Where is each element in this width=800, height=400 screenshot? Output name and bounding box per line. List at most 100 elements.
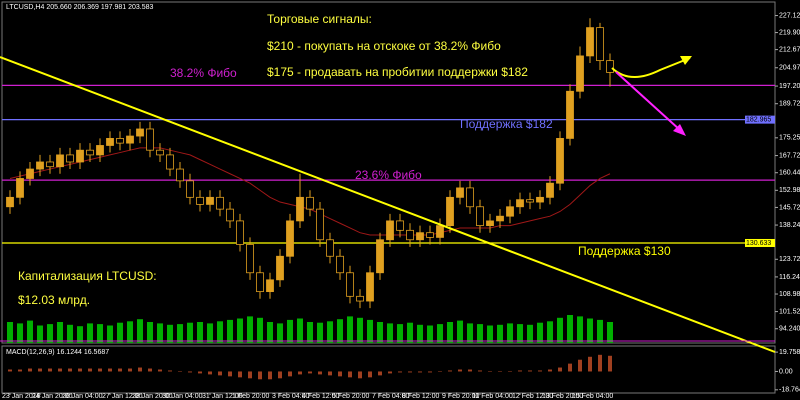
level-name: 38.2% Фибо [170, 66, 237, 80]
y-tick-label: 167.72 [779, 152, 800, 159]
volume-bar [487, 325, 493, 343]
volume-bar [137, 319, 143, 343]
macd-bar [598, 354, 602, 372]
candle-body [606, 60, 614, 73]
level-name: 23.6% Фибо [355, 168, 422, 182]
macd-bar [68, 368, 72, 372]
macd-bar [578, 359, 582, 372]
macd-bar [358, 371, 362, 379]
volume-bar [517, 324, 523, 343]
candle-body [406, 229, 414, 241]
macd-bar [608, 355, 612, 372]
candle-body [586, 27, 594, 57]
macd-bar [468, 369, 472, 372]
volume-bar [97, 324, 103, 343]
x-tick-label: 7 Feb 04:00 [372, 393, 409, 400]
volume-bar [227, 319, 233, 343]
x-tick-label: 11 Feb 04:00 [472, 393, 513, 400]
level-name: Поддержка $130 [578, 244, 671, 258]
volume-bar [27, 320, 33, 343]
annotation: Капитализация LTCUSD: [18, 269, 157, 283]
volume-bar [107, 325, 113, 343]
macd-frame [1, 345, 776, 394]
macd-bar [198, 371, 202, 374]
candle-body [26, 168, 34, 179]
candle-body [76, 149, 84, 163]
y-tick-label: 108.98 [779, 291, 800, 298]
x-tick-label: 15 Feb 04:00 [572, 393, 613, 400]
macd-bar [308, 371, 312, 374]
macd-bar [408, 371, 412, 373]
x-tick-label: 31 Jan 12:00 [202, 393, 243, 400]
candle-body [416, 232, 424, 241]
candle-body [96, 145, 104, 156]
candle-body [346, 272, 354, 297]
macd-bar [538, 370, 542, 372]
candle-body [6, 196, 14, 208]
candle-body [86, 149, 94, 156]
annotation: $12.03 млрд. [18, 293, 90, 307]
macd-bar [478, 370, 482, 372]
volume-bar [317, 322, 323, 343]
x-tick-label: 13 Feb 20:00 [542, 393, 583, 400]
volume-bar [127, 321, 133, 343]
macd-bar [588, 356, 592, 372]
volume-bar [447, 322, 453, 343]
volume-bar [197, 322, 203, 343]
candle-body [326, 239, 334, 257]
level-tag [745, 115, 775, 124]
candle-body [246, 244, 254, 274]
level-name: Поддержка $182 [460, 117, 553, 131]
macd-tick-label: 19.7589 [779, 349, 800, 356]
y-tick-label: 94.240 [779, 326, 800, 333]
candle-body [276, 255, 284, 281]
macd-bar [348, 371, 352, 378]
level-tag-label: 182.965 [746, 116, 771, 123]
annotation: $175 - продавать на пробитии поддержки $… [267, 65, 528, 79]
candle-body [116, 138, 124, 144]
candle-body [286, 220, 294, 257]
annotation: $210 - покупать на отскоке от 38.2% Фибо [267, 39, 501, 53]
volume-bar [187, 322, 193, 343]
volume-bar [7, 322, 13, 343]
y-tick-label: 138.24 [779, 222, 800, 229]
candle-body [266, 279, 274, 293]
sell-arrowhead [673, 124, 686, 136]
volume-bar [557, 317, 563, 343]
macd-bar [258, 371, 262, 380]
candle-body [516, 199, 524, 208]
macd-bar [558, 367, 562, 372]
macd-bar [418, 371, 422, 373]
macd-bar [158, 369, 162, 372]
x-tick-label: 12 Feb 12:00 [512, 393, 553, 400]
volume-bar [327, 321, 333, 343]
macd-bar [498, 371, 502, 372]
macd-bar [318, 371, 322, 375]
candle-body [236, 220, 244, 245]
x-tick-label: 5 Feb 20:00 [332, 393, 369, 400]
macd-bar [568, 363, 572, 372]
candle-body [106, 138, 114, 146]
volume-bar [607, 322, 613, 343]
level-tag-label: 130.633 [746, 240, 771, 247]
macd-tick-label: -18.7644 [779, 387, 800, 394]
volume-bar [297, 318, 303, 343]
candle-body [476, 206, 484, 227]
volume-bar [307, 322, 313, 343]
y-tick-label: 145.72 [779, 204, 800, 211]
candle-body [436, 225, 444, 238]
macd-bar [268, 371, 272, 380]
x-tick-label: 8 Feb 12:00 [402, 393, 439, 400]
volume-bar [587, 318, 593, 343]
volume-bar [377, 322, 383, 343]
volume-bar [367, 319, 373, 343]
macd-bar [8, 369, 12, 372]
volume-bar [477, 324, 483, 343]
volume-bar [47, 324, 53, 343]
macd-bar [168, 370, 172, 372]
candle-body [196, 196, 204, 205]
candle-body [456, 187, 464, 198]
y-tick-label: 175.25 [779, 135, 800, 142]
symbol-title: LTCUSD,H4 205.660 206.369 197.981 203.58… [6, 4, 153, 11]
